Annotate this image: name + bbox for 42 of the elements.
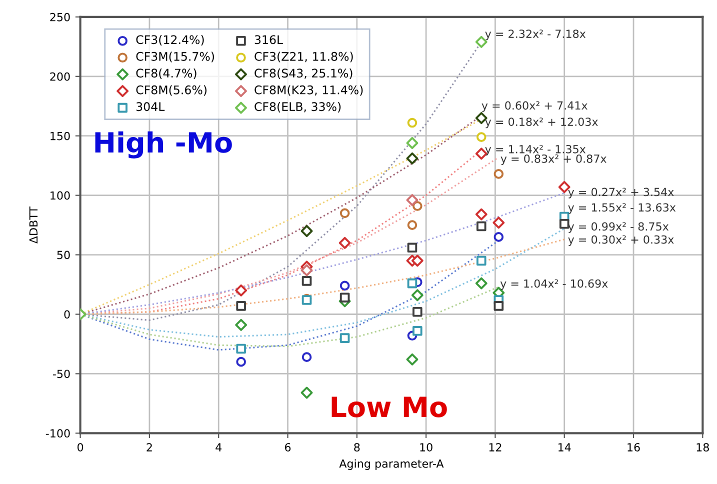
legend-label: CF3(12.4%) (136, 35, 204, 46)
annotation: y = 2.32x² - 7.18x (485, 30, 586, 40)
x-tick-label: 6 (284, 443, 291, 452)
annotation: y = 0.99x² - 8.75x (568, 222, 669, 233)
annotation: y = 0.60x² + 7.41x (482, 101, 588, 112)
annotation: High -Mo (95, 131, 232, 158)
legend-label: CF8(ELB, 33%) (254, 102, 341, 112)
x-tick-label: 8 (354, 443, 360, 452)
legend-label: 316L (254, 35, 284, 44)
x-tick-label: 12 (489, 443, 502, 452)
y-tick-label: -100 (46, 429, 70, 438)
y-axis-title: ΔDBTT (29, 206, 38, 244)
x-axis-title: Aging parameter-A (339, 459, 444, 470)
x-tick-label: 18 (696, 443, 709, 452)
y-tick-label: 0 (64, 310, 70, 319)
legend-label: CF8M(K23, 11.4%) (254, 85, 363, 96)
legend-label: CF8M(5.6%) (136, 85, 206, 96)
legend-label: 304L (136, 102, 165, 112)
x-tick-label: 2 (146, 443, 152, 452)
y-tick-label: 50 (57, 250, 70, 260)
y-tick-label: 250 (50, 12, 70, 22)
annotation: y = 1.14x² - 1.35x (485, 144, 586, 156)
x-tick-label: 16 (628, 443, 640, 452)
y-tick-label: 150 (50, 132, 70, 140)
annotation: y = 0.27x² + 3.54x (568, 188, 674, 198)
x-tick-label: 10 (420, 443, 432, 452)
y-tick-label: -50 (52, 370, 70, 378)
annotation: y = 0.18x² + 12.03x (485, 118, 598, 128)
x-tick-label: 0 (78, 443, 84, 452)
legend-label: CF8(4.7%) (136, 68, 196, 79)
y-tick-label: 200 (50, 72, 70, 81)
legend-label: CF3M(15.7%) (136, 52, 214, 62)
annotation: y = 0.30x² + 0.33x (568, 235, 674, 246)
x-tick-label: 14 (558, 443, 571, 452)
legend-label: CF3(Z21, 11.8%) (254, 52, 353, 62)
legend-label: CF8(S43, 25.1%) (254, 68, 352, 79)
annotation: y = 1.04x² - 10.69x (500, 279, 608, 290)
y-tick-label: 100 (50, 191, 70, 200)
x-tick-label: 4 (216, 443, 222, 452)
annotation: y = 0.83x² + 0.87x (500, 154, 606, 166)
annotation: y = 1.55x² - 13.63x (568, 203, 676, 214)
annotation: Low Mo (332, 396, 447, 418)
